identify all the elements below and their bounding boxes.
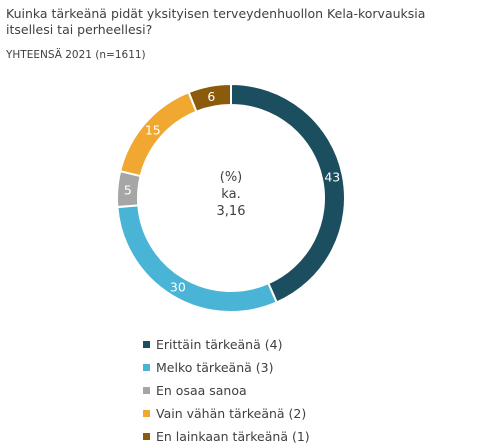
legend-swatch	[143, 433, 150, 440]
center-label-value: 3,16	[217, 204, 246, 219]
center-label-avg: ka.	[221, 187, 240, 202]
legend-label: Melko tärkeänä (3)	[156, 360, 274, 375]
legend-item-erittain: Erittäin tärkeänä (4)	[143, 333, 310, 356]
chart-legend: Erittäin tärkeänä (4) Melko tärkeänä (3)…	[143, 333, 310, 448]
legend-item-vain-vahan: Vain vähän tärkeänä (2)	[143, 402, 310, 425]
legend-swatch	[143, 341, 150, 348]
donut-slice	[116, 204, 279, 313]
slice-value-label: 43	[324, 169, 340, 184]
legend-swatch	[143, 364, 150, 371]
legend-item-melko: Melko tärkeänä (3)	[143, 356, 310, 379]
slice-value-label: 30	[170, 279, 186, 294]
slice-value-label: 6	[207, 89, 215, 104]
donut-slice	[230, 82, 346, 304]
chart-subtitle: YHTEENSÄ 2021 (n=1611)	[6, 49, 146, 61]
center-label-unit: (%)	[220, 170, 243, 185]
slice-value-label: 15	[145, 123, 161, 138]
legend-label: Erittäin tärkeänä (4)	[156, 337, 283, 352]
legend-label: En lainkaan tärkeänä (1)	[156, 429, 310, 444]
legend-swatch	[143, 387, 150, 394]
slice-value-label: 5	[124, 182, 132, 197]
legend-item-en-lainkaan: En lainkaan tärkeänä (1)	[143, 425, 310, 448]
legend-swatch	[143, 410, 150, 417]
legend-label: En osaa sanoa	[156, 383, 247, 398]
legend-item-en-osaa: En osaa sanoa	[143, 379, 310, 402]
chart-title: Kuinka tärkeänä pidät yksityisen terveyd…	[6, 6, 426, 37]
legend-label: Vain vähän tärkeänä (2)	[156, 406, 307, 421]
donut-slice	[187, 82, 232, 113]
